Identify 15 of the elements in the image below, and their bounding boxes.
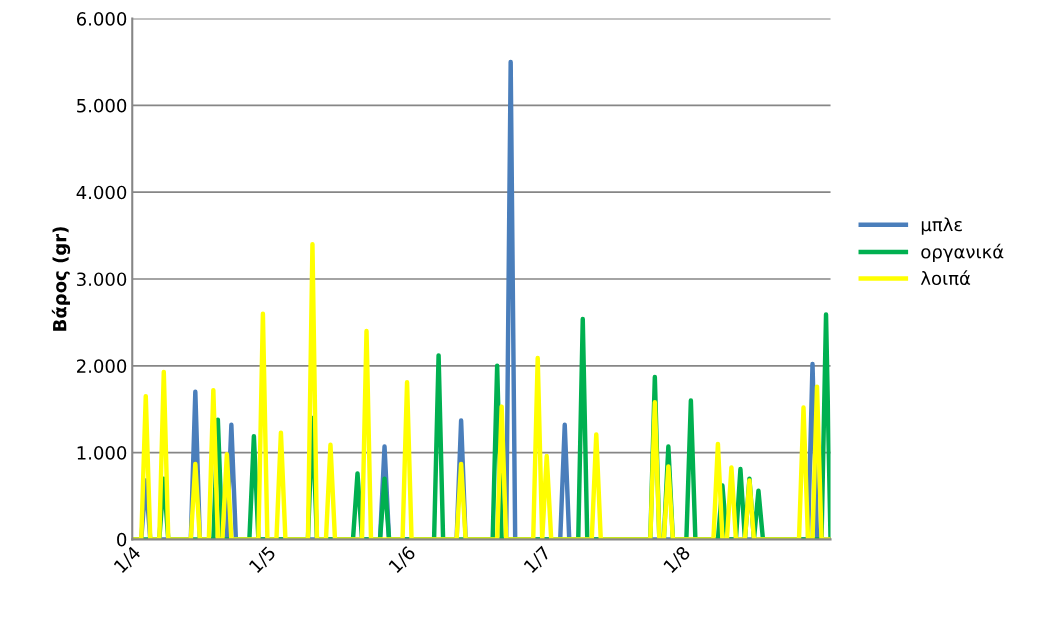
y-axis-title: Βάρος (gr) [51,227,71,331]
legend-label: οργανικά [921,243,1004,263]
legend-label: λοιπά [920,270,971,286]
x-tick-label: 1/8 [662,545,692,575]
x-tick-label: 1/6 [388,545,418,575]
legend-label: μπλε [921,217,962,235]
y-tick-label: 4.000 [76,185,127,200]
y-tick-label: 3.000 [77,272,127,287]
y-tick-label: 5.000 [77,98,127,113]
x-tick-label: 1/7 [523,545,552,575]
x-tick-label: 1/5 [248,545,278,575]
y-tick-label: 6.000 [76,12,127,26]
y-tick-label: 1.000 [77,446,127,460]
y-tick-label: 2.000 [77,359,127,373]
y-tick-label: 0 [117,532,127,547]
